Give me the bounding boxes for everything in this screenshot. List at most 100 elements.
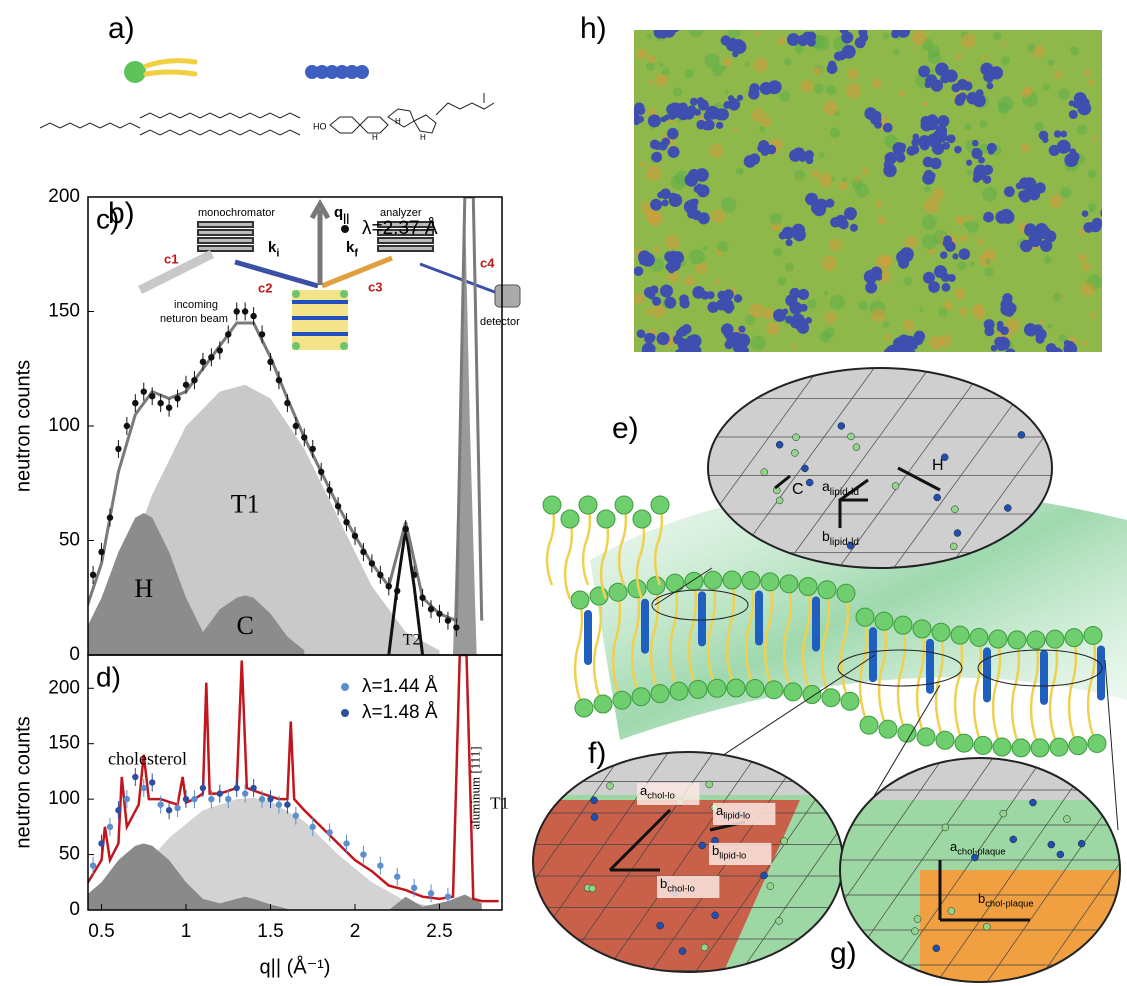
domain: [812, 202, 827, 217]
domain: [833, 51, 844, 61]
molecule-dot: [678, 947, 687, 955]
domain: [667, 266, 675, 274]
analyzer-crystal: [377, 221, 434, 252]
lipid-tail: [563, 518, 574, 600]
domain: [1081, 210, 1089, 217]
domain: [990, 344, 998, 352]
texture: [1078, 229, 1086, 236]
lipid-head: [703, 570, 723, 590]
detector-icon: [494, 284, 521, 308]
vector-label: alipid-ld: [822, 478, 859, 498]
monochromator-crystal: [197, 221, 254, 252]
point: [394, 873, 401, 880]
texture: [728, 30, 741, 39]
domain: [954, 145, 962, 154]
molecule-dot: [705, 780, 714, 789]
label-sub: f: [354, 247, 358, 259]
point: [225, 331, 232, 338]
texture: [759, 126, 766, 133]
domain: [667, 127, 679, 140]
cholesterol-structure: [329, 93, 495, 134]
texture: [761, 116, 772, 127]
lipid-tails: [143, 58, 198, 77]
label-sub: chol-plaque: [957, 847, 1005, 857]
domain: [936, 129, 947, 141]
texture: [884, 333, 891, 341]
domain: [887, 345, 898, 352]
lipid-tail: [630, 588, 641, 690]
texture: [903, 276, 913, 286]
point: [157, 801, 164, 808]
texture: [776, 36, 786, 46]
x-tick-label: 2: [350, 921, 361, 942]
x-tick-label: 2.5: [426, 921, 452, 942]
domain: [697, 99, 709, 111]
lipid-tail: [706, 580, 717, 681]
molecule-dot: [606, 782, 614, 790]
domain: [715, 121, 724, 129]
point: [165, 404, 173, 411]
domain: [782, 308, 789, 315]
point: [250, 312, 257, 320]
point: [275, 801, 283, 808]
lipid-head: [745, 679, 765, 699]
domain: [983, 72, 993, 82]
texture: [684, 275, 695, 286]
texture: [966, 169, 973, 176]
domain: [940, 272, 950, 283]
lipid-tail: [858, 616, 869, 718]
molecule-dot: [1077, 839, 1086, 848]
point: [351, 532, 359, 540]
lipid-head: [931, 622, 951, 642]
texture: [923, 197, 940, 214]
texture: [968, 215, 974, 222]
texture: [1089, 207, 1095, 213]
domain: [687, 334, 702, 349]
domain: [937, 115, 950, 128]
point: [385, 583, 392, 590]
texture: [754, 30, 761, 37]
zoom-region: [977, 649, 1103, 687]
vector-labels: CHalipid-ldblipid-ldachol-loalipid-lobli…: [637, 457, 1034, 909]
domain: [1035, 334, 1045, 344]
label-sub: lipid-ld: [830, 537, 859, 548]
texture: [658, 62, 664, 68]
y-tick-label: 0: [69, 644, 80, 665]
domain: [726, 335, 735, 345]
label-main: b: [978, 891, 985, 906]
texture: [1070, 46, 1080, 56]
domain: [952, 253, 959, 260]
lipid-head: [707, 678, 727, 698]
domain: [996, 320, 1004, 328]
atom-label: HO: [313, 121, 327, 131]
domain: [911, 138, 920, 147]
point: [267, 795, 274, 803]
cholesterol-icon: [305, 65, 369, 79]
domain: [667, 106, 677, 116]
domain: [693, 108, 701, 116]
domain: [983, 214, 991, 222]
lipid-head: [650, 684, 670, 704]
lipid-head: [893, 615, 913, 635]
domain: [1037, 226, 1051, 240]
texture: [921, 214, 937, 230]
lipid-head: [741, 571, 761, 591]
molecule-dot: [760, 871, 768, 880]
point: [106, 514, 114, 521]
domain: [848, 213, 856, 221]
lipid-tail: [592, 595, 603, 697]
lipid-head: [1011, 738, 1031, 758]
zoom-region: [837, 649, 963, 687]
label-sub: chol-lo: [647, 791, 675, 801]
y-tick-label: 150: [48, 301, 80, 322]
texture: [924, 185, 931, 193]
component-label: T1: [231, 489, 260, 518]
point: [174, 395, 181, 402]
incoming-beam: [137, 249, 215, 295]
point: [132, 773, 139, 781]
point: [157, 399, 164, 407]
label-box: [657, 875, 720, 898]
texture: [717, 241, 729, 253]
cholesterol: [698, 591, 706, 647]
texture: [751, 108, 766, 122]
